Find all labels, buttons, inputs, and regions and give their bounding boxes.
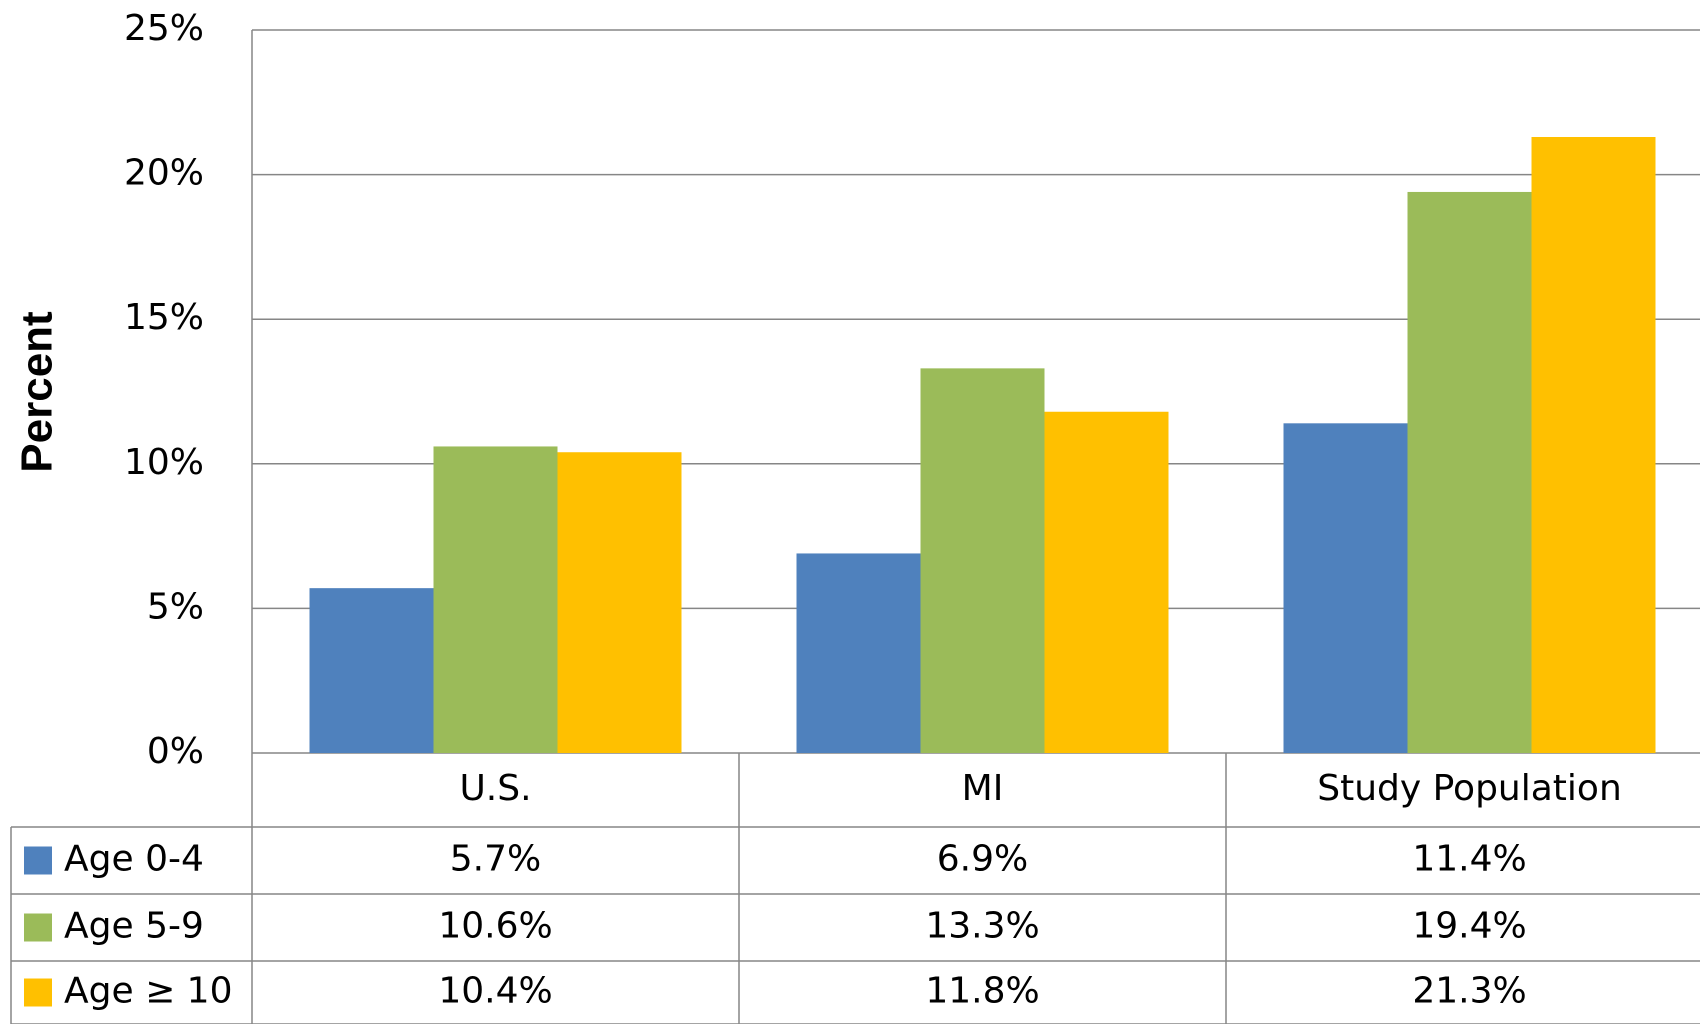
y-tick-label: 25% xyxy=(124,8,204,49)
bar xyxy=(1283,423,1408,753)
bar xyxy=(309,588,434,753)
bar xyxy=(796,553,921,753)
bar xyxy=(1044,411,1169,753)
table-value: 11.4% xyxy=(1412,839,1526,880)
x-tick-label: MI xyxy=(962,768,1004,809)
x-tick-label: Study Population xyxy=(1317,768,1622,809)
bar xyxy=(433,446,558,753)
legend-swatch xyxy=(24,978,52,1007)
y-tick-label: 5% xyxy=(147,586,204,627)
y-axis-label: Percent xyxy=(13,311,62,473)
bar xyxy=(920,368,1045,753)
legend-swatch xyxy=(24,913,52,942)
y-tick-label: 10% xyxy=(124,442,204,483)
legend-label: Age ≥ 10 xyxy=(64,971,233,1012)
y-tick-label: 15% xyxy=(124,297,204,338)
table-value: 5.7% xyxy=(450,839,541,880)
legend-label: Age 0-4 xyxy=(64,839,204,880)
bar xyxy=(1407,191,1532,753)
x-tick-label: U.S. xyxy=(459,768,531,809)
table-value: 13.3% xyxy=(925,906,1039,947)
y-tick-label: 0% xyxy=(147,731,204,772)
legend-swatch xyxy=(24,846,52,875)
bar xyxy=(557,452,682,753)
table-value: 6.9% xyxy=(937,839,1028,880)
table-value: 21.3% xyxy=(1412,971,1526,1012)
table-value: 10.4% xyxy=(438,971,552,1012)
table-value: 10.6% xyxy=(438,906,552,947)
table-value: 11.8% xyxy=(925,971,1039,1012)
bar xyxy=(1531,137,1656,753)
table-value: 19.4% xyxy=(1412,906,1526,947)
legend-label: Age 5-9 xyxy=(64,906,204,947)
y-tick-label: 20% xyxy=(124,153,204,194)
